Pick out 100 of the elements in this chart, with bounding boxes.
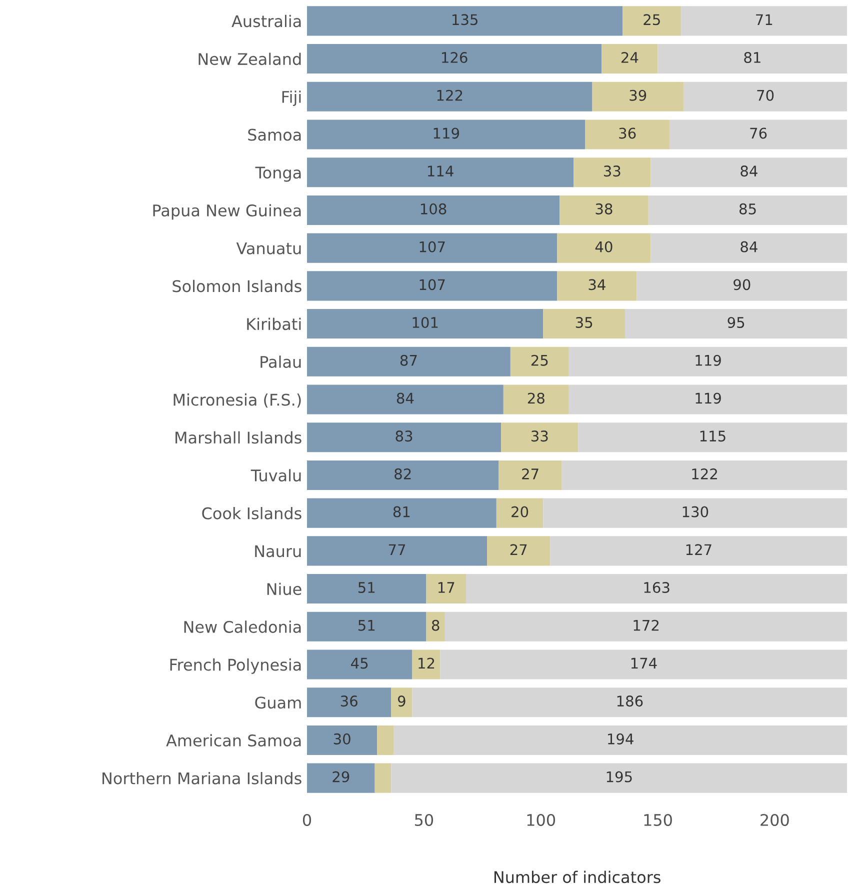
data-label: 77	[388, 544, 406, 555]
bar	[557, 271, 637, 301]
bar	[307, 309, 544, 339]
bar	[466, 574, 848, 604]
bar	[412, 650, 440, 680]
y-tick-label: Tonga	[255, 166, 301, 182]
data-label: 101	[412, 316, 438, 328]
data-label: 36	[340, 696, 358, 707]
data-label: 82	[394, 468, 411, 480]
data-label: 17	[438, 582, 454, 593]
y-tick-label: Micronesia (F.S.)	[174, 393, 301, 408]
y-tick-label: Fiji	[282, 90, 301, 106]
bar	[307, 574, 426, 604]
bar	[557, 233, 651, 263]
y-tick-label: Tuvalu	[250, 469, 301, 482]
data-label: 12	[418, 658, 434, 669]
bar	[543, 498, 848, 528]
x-tick-label: 200	[760, 814, 789, 826]
bar	[377, 725, 394, 755]
y-tick-label: French Polynesia	[170, 658, 301, 674]
data-label: 27	[510, 544, 527, 555]
data-label: 81	[393, 506, 410, 518]
data-label: 51	[358, 620, 375, 631]
data-label: 30	[334, 733, 350, 744]
bar	[440, 650, 848, 680]
y-tick-label: Palau	[260, 356, 301, 368]
data-label: 119	[696, 354, 721, 366]
bar	[622, 6, 682, 36]
bar	[650, 233, 848, 263]
bar	[307, 725, 378, 755]
bar	[307, 233, 558, 263]
x-axis-title: Number of indicators	[494, 870, 660, 884]
y-tick-label: New Caledonia	[184, 620, 301, 633]
bar	[648, 195, 848, 225]
data-label: 39	[630, 90, 646, 101]
bar	[578, 422, 848, 452]
data-label: 135	[452, 14, 478, 26]
bar	[681, 6, 848, 36]
data-label: 87	[400, 354, 417, 366]
bar	[307, 120, 586, 150]
data-label: 40	[595, 241, 612, 252]
bar	[560, 195, 648, 225]
bar	[625, 309, 848, 339]
y-tick-label: Niue	[267, 582, 302, 596]
bar	[543, 309, 626, 339]
data-label: 29	[332, 771, 350, 782]
bar	[562, 460, 848, 490]
bar	[307, 688, 392, 718]
data-label: 107	[420, 279, 445, 290]
data-label: 90	[734, 279, 750, 290]
y-tick-label: Solomon Islands	[172, 280, 302, 292]
data-label: 122	[437, 90, 462, 101]
bar	[636, 271, 848, 301]
data-label: 163	[644, 582, 670, 594]
x-tick-label: 150	[644, 814, 672, 826]
data-label: 24	[621, 52, 638, 63]
data-label: 33	[531, 430, 548, 442]
bar	[602, 44, 658, 74]
bar	[510, 346, 569, 376]
x-tick-label: 50	[414, 814, 434, 826]
bar	[568, 346, 848, 376]
data-label: 195	[606, 771, 632, 782]
bar	[307, 650, 412, 680]
data-label: 27	[522, 468, 538, 480]
data-label: 36	[619, 128, 636, 139]
bar	[307, 460, 499, 490]
data-label: 45	[351, 658, 368, 669]
data-label: 51	[358, 582, 375, 594]
bar	[683, 82, 848, 112]
data-label: 81	[744, 52, 760, 64]
data-label: 95	[728, 316, 744, 328]
bar	[585, 120, 670, 150]
y-tick-label: Vanuatu	[236, 242, 301, 254]
x-tick-label: 100	[527, 814, 556, 826]
data-label: 130	[682, 506, 708, 518]
data-label: 108	[420, 203, 446, 214]
data-label: 127	[686, 544, 712, 555]
y-tick-label: Australia	[232, 14, 301, 28]
bar	[496, 498, 544, 528]
data-label: 20	[512, 506, 528, 518]
bar	[307, 612, 426, 642]
data-label: 84	[396, 392, 414, 404]
bar	[487, 536, 550, 566]
bar	[650, 158, 848, 188]
bar	[307, 158, 574, 188]
bar	[307, 6, 623, 36]
bar	[592, 82, 684, 112]
bar	[307, 384, 504, 414]
y-tick-label: American Samoa	[166, 734, 301, 747]
y-tick-label: New Zealand	[198, 52, 301, 66]
data-label: 84	[740, 241, 758, 252]
bar	[307, 536, 488, 566]
bar	[412, 688, 848, 718]
bar	[307, 44, 602, 74]
bar	[394, 725, 848, 755]
y-tick-label: Papua New Guinea	[153, 204, 301, 220]
y-tick-label: Northern Mariana Islands	[102, 772, 302, 784]
bar	[391, 763, 848, 793]
data-label: 9	[398, 696, 406, 707]
bar	[307, 422, 502, 452]
